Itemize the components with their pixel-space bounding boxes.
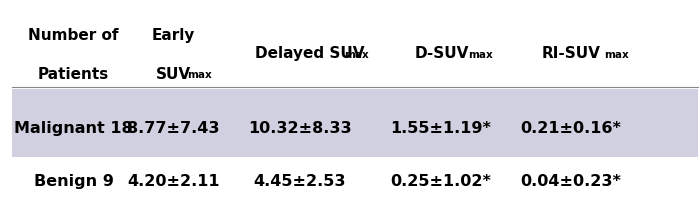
Text: Number of: Number of xyxy=(29,28,119,43)
Text: Patients: Patients xyxy=(38,66,109,81)
Text: max: max xyxy=(604,50,628,60)
Text: 10.32±8.33: 10.32±8.33 xyxy=(248,120,352,135)
Text: 0.25±1.02*: 0.25±1.02* xyxy=(390,173,491,188)
Text: 4.20±2.11: 4.20±2.11 xyxy=(127,173,219,188)
Text: max: max xyxy=(187,69,212,80)
Text: 0.04±0.23*: 0.04±0.23* xyxy=(520,173,621,188)
Text: Malignant 18: Malignant 18 xyxy=(15,120,133,135)
FancyBboxPatch shape xyxy=(12,90,698,157)
Text: Early: Early xyxy=(152,28,195,43)
Text: Benign 9: Benign 9 xyxy=(34,173,114,188)
Text: 8.77±7.43: 8.77±7.43 xyxy=(127,120,219,135)
Text: SUV: SUV xyxy=(156,66,191,81)
Text: max: max xyxy=(468,50,493,60)
Text: Delayed SUV: Delayed SUV xyxy=(255,46,365,61)
Text: 4.45±2.53: 4.45±2.53 xyxy=(254,173,346,188)
Text: 0.21±0.16*: 0.21±0.16* xyxy=(520,120,621,135)
Text: max: max xyxy=(345,50,369,60)
Text: D-SUV: D-SUV xyxy=(415,46,469,61)
Text: RI-SUV: RI-SUV xyxy=(542,46,601,61)
Text: 1.55±1.19*: 1.55±1.19* xyxy=(390,120,491,135)
